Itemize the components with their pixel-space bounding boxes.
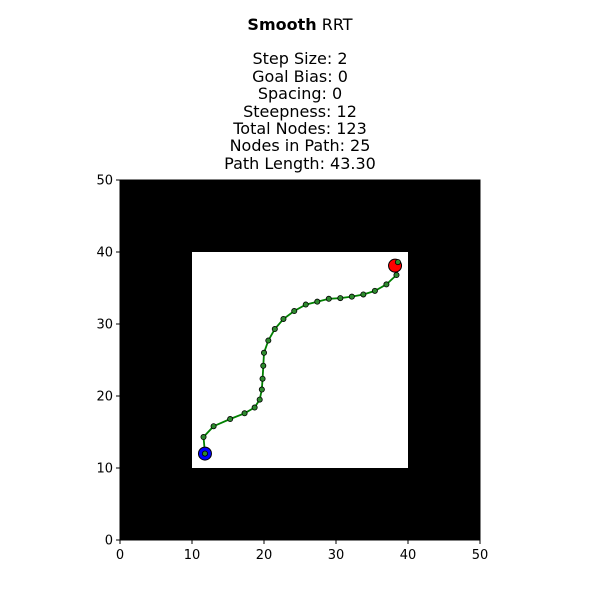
path-node bbox=[371, 287, 378, 294]
x-tick-label: 30 bbox=[328, 548, 345, 563]
path-node bbox=[210, 423, 217, 430]
title-goal-bias: Goal Bias: 0 bbox=[252, 66, 348, 86]
path-node bbox=[302, 301, 309, 308]
path-node bbox=[251, 404, 258, 411]
y-tick-label: 50 bbox=[96, 174, 113, 189]
y-tick-label: 40 bbox=[96, 246, 113, 261]
path-node bbox=[265, 337, 272, 344]
title-bold: Smooth bbox=[247, 15, 317, 34]
x-tick-label: 50 bbox=[472, 548, 489, 563]
path-node bbox=[259, 375, 266, 382]
free-space-region bbox=[192, 252, 408, 468]
path-node bbox=[260, 349, 267, 356]
path-node bbox=[360, 291, 367, 298]
title-heading: Smooth RRT bbox=[0, 16, 600, 33]
path-node bbox=[258, 386, 265, 393]
path-node bbox=[394, 259, 401, 266]
plot-frame bbox=[119, 179, 481, 541]
path-node bbox=[337, 295, 344, 302]
path-node bbox=[260, 362, 267, 369]
x-tick-label: 10 bbox=[184, 548, 201, 563]
path-node bbox=[314, 298, 321, 305]
path-node bbox=[241, 410, 248, 417]
chart-title: Smooth RRT Step Size: 2 Goal Bias: 0 Spa… bbox=[0, 16, 600, 172]
x-tick-label: 20 bbox=[256, 548, 273, 563]
x-tick-label: 40 bbox=[400, 548, 417, 563]
path-node bbox=[201, 450, 208, 457]
path-node bbox=[200, 434, 207, 441]
y-tick-label: 10 bbox=[96, 462, 113, 477]
y-tick-label: 0 bbox=[105, 534, 113, 549]
path-node bbox=[227, 416, 234, 423]
title-total-nodes: Total Nodes: 123 bbox=[233, 119, 367, 139]
path-node bbox=[348, 293, 355, 300]
title-spacing: Spacing: 0 bbox=[257, 84, 343, 104]
y-tick-label: 30 bbox=[96, 318, 113, 333]
title-nodes-in-path: Nodes in Path: 25 bbox=[229, 136, 371, 156]
path-node bbox=[271, 326, 278, 333]
path-node bbox=[383, 281, 390, 288]
title-rest: RRT bbox=[321, 15, 353, 34]
title-steepness: Steepness: 12 bbox=[243, 101, 357, 121]
path-node bbox=[291, 308, 298, 315]
title-path-length: Path Length: 43.30 bbox=[224, 153, 376, 173]
path-node bbox=[256, 396, 263, 403]
path-node bbox=[325, 295, 332, 302]
path-node bbox=[280, 315, 287, 322]
path-node bbox=[393, 272, 400, 279]
title-step-size: Step Size: 2 bbox=[252, 49, 348, 69]
x-tick-label: 0 bbox=[116, 548, 124, 563]
y-tick-label: 20 bbox=[96, 390, 113, 405]
